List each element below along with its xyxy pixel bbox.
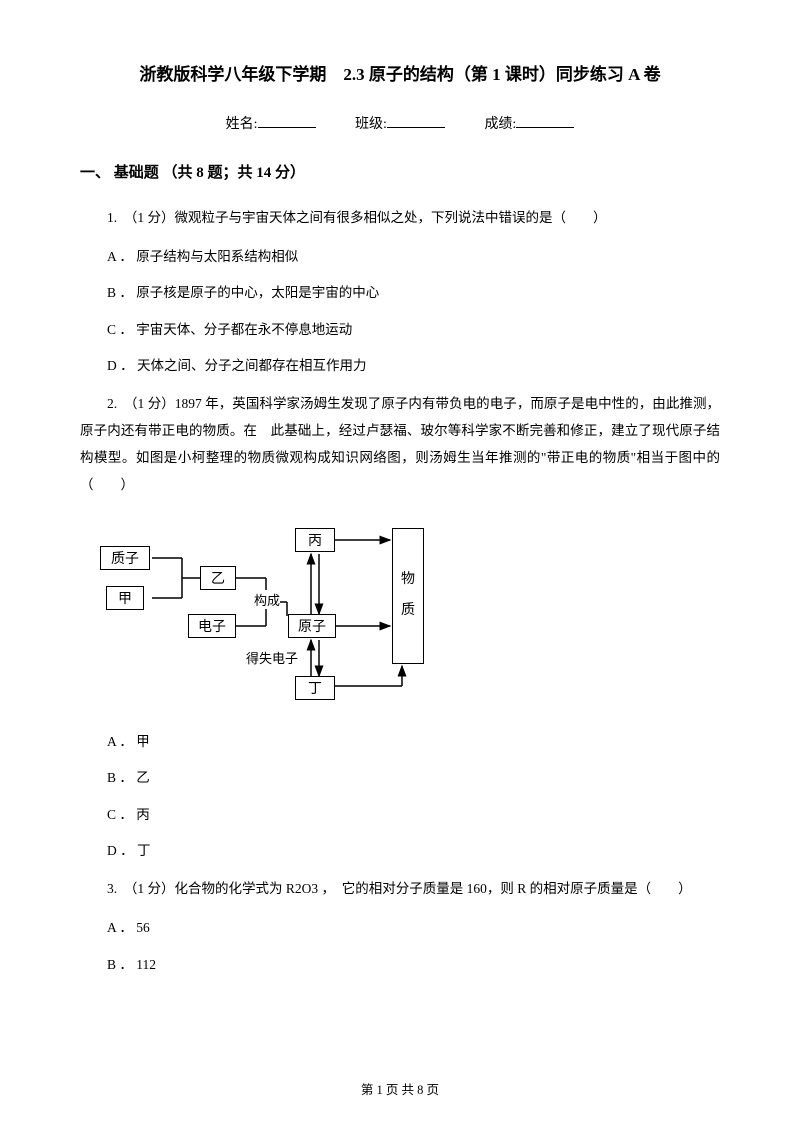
q2-opt-a: A ． 甲: [80, 730, 720, 754]
box-jia: 甲: [106, 586, 144, 610]
class-label: 班级:: [355, 117, 387, 132]
score-label: 成绩:: [484, 117, 516, 132]
q3-stem: 3. （1 分）化合物的化学式为 R2O3 ， 它的相对分子质量是 160，则 …: [80, 875, 720, 902]
page-footer: 第 1 页 共 8 页: [0, 1079, 800, 1098]
label-gc: 构成: [254, 590, 280, 609]
box-proton: 质子: [100, 546, 150, 570]
section-header: 一、 基础题 （共 8 题；共 14 分）: [80, 161, 720, 182]
score-blank[interactable]: [516, 114, 574, 128]
q2-opt-d: D ． 丁: [80, 839, 720, 863]
box-yi: 乙: [200, 566, 236, 590]
diagram: 质子 甲 乙 电子 丙 原子 丁 物 质 构成 得失电子: [90, 518, 470, 708]
box-atom: 原子: [288, 614, 336, 638]
box-matter: 物 质: [392, 528, 424, 664]
q3-opt-b: B ． 112: [80, 953, 720, 977]
q2-opt-c: C ． 丙: [80, 803, 720, 827]
name-blank[interactable]: [258, 114, 316, 128]
class-blank[interactable]: [387, 114, 445, 128]
box-ding: 丁: [295, 676, 335, 700]
q1-opt-b: B ． 原子核是原子的中心，太阳是宇宙的中心: [80, 281, 720, 305]
box-electron: 电子: [188, 614, 236, 638]
q2-stem: 2. （1 分）1897 年，英国科学家汤姆生发现了原子内有带负电的电子，而原子…: [80, 390, 720, 498]
name-label: 姓名:: [226, 117, 258, 132]
q2-opt-b: B ． 乙: [80, 766, 720, 790]
q1-opt-d: D ． 天体之间、分子之间都存在相互作用力: [80, 354, 720, 378]
label-dsdz: 得失电子: [246, 648, 298, 667]
page-title: 浙教版科学八年级下学期 2.3 原子的结构（第 1 课时）同步练习 A 卷: [80, 60, 720, 85]
box-bing: 丙: [295, 528, 335, 552]
q1-opt-c: C ． 宇宙天体、分子都在永不停息地运动: [80, 318, 720, 342]
q1-stem: 1. （1 分）微观粒子与宇宙天体之间有很多相似之处，下列说法中错误的是（ ）: [80, 204, 720, 231]
q1-opt-a: A ． 原子结构与太阳系结构相似: [80, 245, 720, 269]
info-row: 姓名: 班级: 成绩:: [80, 113, 720, 133]
q3-opt-a: A ． 56: [80, 916, 720, 940]
